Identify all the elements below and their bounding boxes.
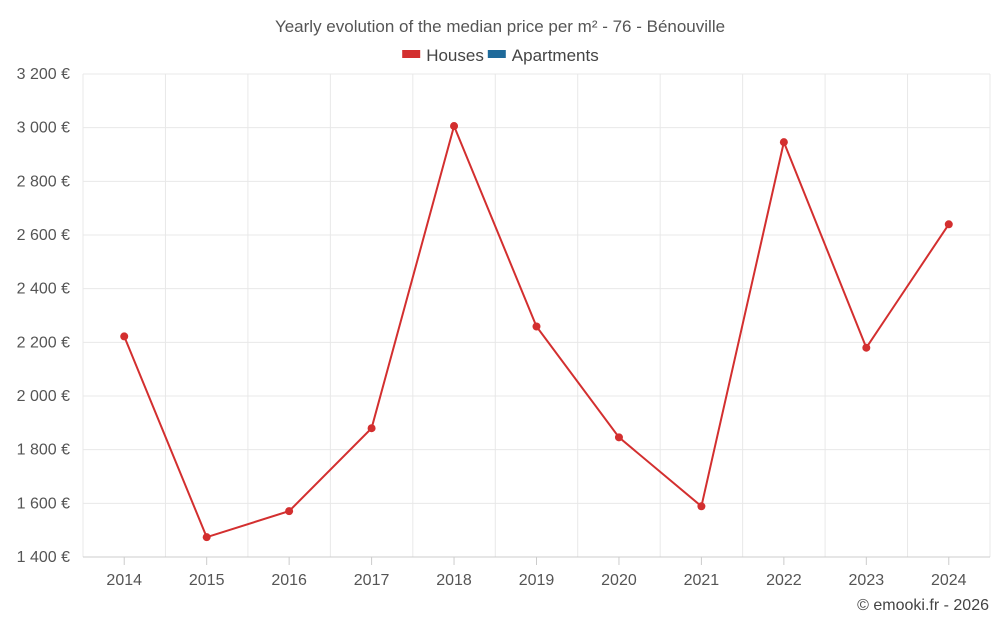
x-tick-label: 2014: [106, 572, 142, 589]
x-tick-label: 2024: [931, 572, 967, 589]
series-layer: [120, 122, 953, 542]
y-axis: 1 400 € 1 600 € 1 800 € 2 000 € 2 200 € 2 400…: [17, 66, 70, 566]
y-tick-label: 2 000 €: [17, 388, 70, 405]
x-axis: 2014 2015 2016 2017 2018 2019 2020 2021 2022 2023…: [83, 556, 990, 589]
legend: Houses Apartments: [402, 46, 599, 65]
credit-text: © emooki.fr - 2026: [857, 597, 989, 614]
y-tick-label: 2 200 €: [17, 334, 70, 351]
data-point[interactable]: [532, 322, 541, 331]
y-tick-label: 1 800 €: [17, 442, 70, 459]
data-point[interactable]: [450, 122, 459, 131]
data-point[interactable]: [367, 424, 376, 433]
data-point[interactable]: [614, 433, 623, 442]
data-point[interactable]: [120, 332, 129, 341]
legend-label[interactable]: Apartments: [512, 46, 599, 65]
data-point[interactable]: [697, 502, 706, 511]
x-tick-label: 2018: [436, 572, 472, 589]
y-tick-label: 2 800 €: [17, 173, 70, 190]
x-tick-label: 2019: [519, 572, 555, 589]
y-tick-label: 2 600 €: [17, 227, 70, 244]
x-tick-label: 2015: [189, 572, 225, 589]
legend-swatch: [402, 50, 421, 58]
legend-swatch: [487, 50, 506, 58]
y-tick-label: 1 600 €: [17, 495, 70, 512]
y-tick-label: 1 400 €: [17, 549, 70, 566]
x-tick-label: 2023: [849, 572, 885, 589]
data-point[interactable]: [779, 138, 788, 147]
legend-label[interactable]: Houses: [426, 46, 484, 65]
data-point[interactable]: [944, 220, 953, 229]
x-tick-label: 2021: [684, 572, 720, 589]
y-tick-label: 2 400 €: [17, 281, 70, 298]
data-point[interactable]: [285, 507, 294, 516]
data-point[interactable]: [862, 343, 871, 352]
x-tick-label: 2022: [766, 572, 802, 589]
x-tick-label: 2020: [601, 572, 637, 589]
data-point[interactable]: [202, 533, 211, 542]
y-tick-label: 3 200 €: [17, 66, 70, 83]
grid: [82, 73, 991, 558]
x-tick-label: 2017: [354, 572, 390, 589]
chart-title: Yearly evolution of the median price per…: [275, 17, 725, 36]
x-tick-label: 2016: [271, 572, 307, 589]
y-tick-label: 3 000 €: [17, 120, 70, 137]
